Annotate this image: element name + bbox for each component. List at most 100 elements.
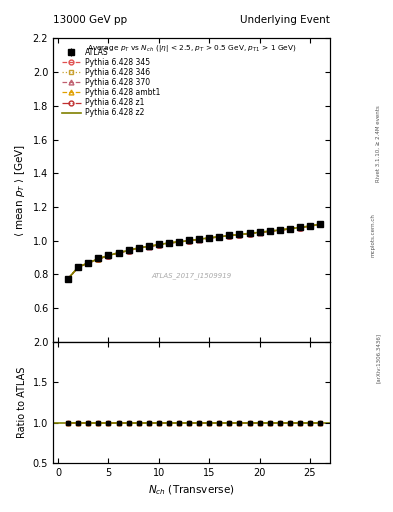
Pythia 6.428 z1 — [187, 238, 191, 244]
Pythia 6.428 ambt1 — [217, 233, 222, 240]
Pythia 6.428 370 — [247, 230, 252, 237]
Pythia 6.428 346 — [287, 226, 292, 232]
Pythia 6.428 346 — [227, 232, 232, 239]
Pythia 6.428 370 — [167, 240, 171, 246]
Pythia 6.428 ambt1 — [227, 232, 232, 239]
Text: Underlying Event: Underlying Event — [240, 14, 330, 25]
Text: ATLAS_2017_I1509919: ATLAS_2017_I1509919 — [151, 272, 232, 279]
Text: 13000 GeV pp: 13000 GeV pp — [53, 14, 127, 25]
Pythia 6.428 346 — [257, 229, 262, 236]
Pythia 6.428 346 — [207, 235, 211, 241]
Pythia 6.428 ambt1 — [257, 229, 262, 235]
Pythia 6.428 z2 — [257, 229, 262, 236]
Pythia 6.428 370 — [197, 237, 202, 243]
Pythia 6.428 z1 — [76, 264, 81, 270]
Pythia 6.428 ambt1 — [277, 227, 282, 233]
Pythia 6.428 370 — [318, 221, 322, 227]
Pythia 6.428 370 — [298, 225, 302, 231]
Pythia 6.428 346 — [167, 240, 171, 246]
Pythia 6.428 346 — [247, 230, 252, 237]
Pythia 6.428 345 — [106, 252, 111, 259]
Pythia 6.428 z1 — [277, 227, 282, 233]
Pythia 6.428 ambt1 — [207, 234, 211, 241]
Pythia 6.428 370 — [66, 276, 70, 282]
Pythia 6.428 345 — [277, 227, 282, 233]
Pythia 6.428 345 — [227, 232, 232, 239]
Pythia 6.428 ambt1 — [287, 226, 292, 232]
Pythia 6.428 z2 — [267, 228, 272, 234]
Pythia 6.428 345 — [247, 230, 252, 237]
Pythia 6.428 370 — [267, 228, 272, 234]
Text: Average $p_T$ vs $N_{ch}$ ($|\eta|$ < 2.5, $p_T$ > 0.5 GeV, $p_{T1}$ > 1 GeV): Average $p_T$ vs $N_{ch}$ ($|\eta|$ < 2.… — [87, 43, 296, 54]
Pythia 6.428 z2 — [136, 245, 141, 251]
Pythia 6.428 z1 — [86, 260, 91, 266]
Pythia 6.428 370 — [277, 227, 282, 233]
Pythia 6.428 346 — [318, 221, 322, 227]
Pythia 6.428 346 — [116, 250, 121, 256]
Pythia 6.428 346 — [156, 242, 161, 248]
Pythia 6.428 345 — [156, 242, 161, 248]
Pythia 6.428 z1 — [237, 231, 242, 238]
Pythia 6.428 370 — [96, 256, 101, 262]
Pythia 6.428 345 — [176, 239, 181, 245]
Pythia 6.428 346 — [126, 247, 131, 253]
Pythia 6.428 370 — [126, 248, 131, 254]
Pythia 6.428 z1 — [257, 229, 262, 236]
Pythia 6.428 z1 — [207, 235, 211, 241]
Pythia 6.428 z1 — [156, 242, 161, 248]
Pythia 6.428 z2 — [298, 224, 302, 230]
Text: Rivet 3.1.10, ≥ 2.4M events: Rivet 3.1.10, ≥ 2.4M events — [376, 105, 380, 182]
Pythia 6.428 ambt1 — [147, 243, 151, 249]
Pythia 6.428 z1 — [96, 256, 101, 262]
Pythia 6.428 346 — [217, 233, 222, 240]
Pythia 6.428 z2 — [176, 239, 181, 245]
Pythia 6.428 345 — [66, 275, 70, 282]
Pythia 6.428 346 — [277, 227, 282, 233]
Pythia 6.428 346 — [237, 231, 242, 238]
Pythia 6.428 ambt1 — [136, 245, 141, 251]
Pythia 6.428 345 — [116, 250, 121, 256]
Pythia 6.428 345 — [96, 256, 101, 262]
Pythia 6.428 z2 — [126, 247, 131, 253]
Text: mcplots.cern.ch: mcplots.cern.ch — [370, 214, 375, 258]
Pythia 6.428 ambt1 — [86, 260, 91, 266]
Pythia 6.428 ambt1 — [298, 224, 302, 230]
Pythia 6.428 z2 — [66, 275, 70, 282]
Line: Pythia 6.428 345: Pythia 6.428 345 — [66, 222, 323, 281]
Pythia 6.428 370 — [176, 239, 181, 245]
Pythia 6.428 346 — [147, 243, 151, 249]
Pythia 6.428 z1 — [136, 245, 141, 251]
Pythia 6.428 370 — [308, 223, 312, 229]
Line: Pythia 6.428 370: Pythia 6.428 370 — [66, 222, 323, 281]
Pythia 6.428 z2 — [318, 221, 322, 227]
Pythia 6.428 z2 — [227, 232, 232, 239]
Line: Pythia 6.428 ambt1: Pythia 6.428 ambt1 — [66, 222, 323, 281]
Y-axis label: $\langle$ mean $p_T$ $\rangle$ [GeV]: $\langle$ mean $p_T$ $\rangle$ [GeV] — [13, 144, 27, 237]
Pythia 6.428 370 — [217, 234, 222, 240]
Pythia 6.428 z2 — [147, 243, 151, 249]
Pythia 6.428 345 — [237, 231, 242, 238]
Pythia 6.428 345 — [167, 240, 171, 246]
Pythia 6.428 370 — [136, 245, 141, 251]
Pythia 6.428 346 — [76, 264, 81, 270]
Pythia 6.428 370 — [116, 250, 121, 256]
Pythia 6.428 z2 — [287, 226, 292, 232]
Pythia 6.428 345 — [298, 225, 302, 231]
Pythia 6.428 370 — [156, 242, 161, 248]
Pythia 6.428 345 — [86, 260, 91, 266]
Pythia 6.428 345 — [217, 234, 222, 240]
Pythia 6.428 z1 — [217, 234, 222, 240]
Pythia 6.428 346 — [197, 236, 202, 242]
Text: [arXiv:1306.3436]: [arXiv:1306.3436] — [376, 333, 380, 383]
Pythia 6.428 370 — [147, 244, 151, 250]
Pythia 6.428 z2 — [308, 223, 312, 229]
Pythia 6.428 z1 — [167, 240, 171, 246]
Pythia 6.428 ambt1 — [126, 247, 131, 253]
Pythia 6.428 370 — [227, 233, 232, 239]
Pythia 6.428 z1 — [116, 250, 121, 256]
Pythia 6.428 ambt1 — [156, 241, 161, 247]
Pythia 6.428 370 — [287, 226, 292, 232]
Pythia 6.428 345 — [197, 237, 202, 243]
Pythia 6.428 z1 — [197, 237, 202, 243]
Pythia 6.428 ambt1 — [176, 239, 181, 245]
